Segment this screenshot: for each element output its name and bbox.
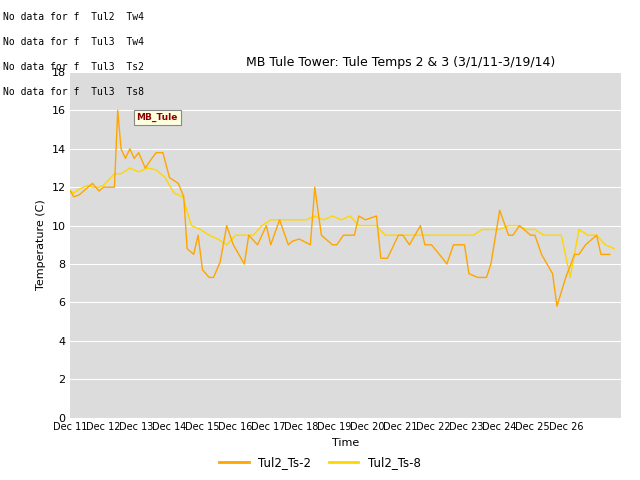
- Tul2_Ts-2: [114, 108, 122, 113]
- Tul2_Ts-2: [175, 180, 182, 186]
- Tul2_Ts-8: [302, 217, 310, 223]
- Tul2_Ts-8: [67, 188, 74, 194]
- Tul2_Ts-8: [88, 184, 96, 190]
- Tul2_Ts-8: [188, 223, 195, 228]
- Title: MB Tule Tower: Tule Temps 2 & 3 (3/1/11-3/19/14): MB Tule Tower: Tule Temps 2 & 3 (3/1/11-…: [246, 57, 556, 70]
- Tul2_Ts-2: [606, 252, 614, 257]
- Legend: Tul2_Ts-2, Tul2_Ts-8: Tul2_Ts-2, Tul2_Ts-8: [214, 452, 426, 474]
- Tul2_Ts-8: [223, 242, 230, 248]
- Line: Tul2_Ts-8: Tul2_Ts-8: [70, 168, 614, 277]
- Tul2_Ts-8: [566, 275, 574, 280]
- Tul2_Ts-8: [496, 227, 504, 232]
- Text: No data for f  Tul3  Tw4: No data for f Tul3 Tw4: [3, 37, 144, 47]
- Tul2_Ts-2: [483, 275, 490, 280]
- Tul2_Ts-2: [553, 303, 561, 309]
- X-axis label: Time: Time: [332, 438, 359, 448]
- Text: No data for f  Tul3  Ts2: No data for f Tul3 Ts2: [3, 62, 144, 72]
- Tul2_Ts-2: [195, 232, 202, 238]
- Text: No data for f  Tul3  Ts8: No data for f Tul3 Ts8: [3, 87, 144, 97]
- Y-axis label: Temperature (C): Temperature (C): [36, 199, 46, 290]
- Tul2_Ts-2: [296, 236, 303, 242]
- Text: MB_Tule: MB_Tule: [136, 113, 178, 122]
- Tul2_Ts-2: [496, 207, 504, 213]
- Line: Tul2_Ts-2: Tul2_Ts-2: [70, 110, 610, 306]
- Tul2_Ts-8: [293, 217, 301, 223]
- Tul2_Ts-8: [126, 165, 134, 171]
- Tul2_Ts-2: [190, 252, 198, 257]
- Tul2_Ts-8: [611, 246, 618, 252]
- Tul2_Ts-2: [67, 188, 74, 194]
- Text: No data for f  Tul2  Tw4: No data for f Tul2 Tw4: [3, 12, 144, 22]
